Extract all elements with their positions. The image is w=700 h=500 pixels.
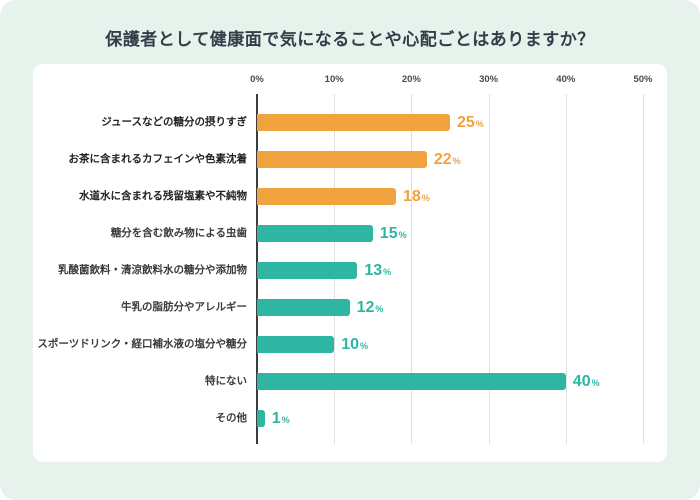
chart-title: 保護者として健康面で気になることや心配ごとはありますか？ — [105, 30, 595, 49]
bar — [257, 151, 427, 168]
value-number: 1 — [271, 409, 281, 427]
chart-row: 40% — [257, 363, 643, 400]
gridline — [565, 94, 567, 444]
value-unit: % — [421, 192, 430, 203]
x-tick: 30% — [479, 74, 499, 85]
value-number: 10 — [341, 335, 359, 353]
x-axis-ticks: 0% 10% 20% 30% 40% 50% — [250, 64, 652, 94]
chart-row: 12% — [257, 289, 643, 326]
x-axis: 0% 10% 20% 30% 40% 50% — [33, 64, 652, 94]
value-number: 25 — [457, 113, 475, 131]
value-label: 13% — [364, 262, 391, 280]
value-number: 13 — [364, 261, 383, 279]
bar — [257, 188, 396, 205]
value-label: 1% — [272, 410, 290, 428]
x-tick: 20% — [401, 74, 421, 85]
value-unit: % — [398, 229, 407, 240]
chart-row: 13% — [257, 252, 643, 289]
category-label: その他 — [215, 412, 248, 425]
bars-container: 25% 22% 18% 15% 13% 12% 10% 40% 1% — [257, 94, 643, 444]
gridline — [488, 94, 490, 444]
value-label: 18% — [403, 188, 430, 206]
value-unit: % — [475, 118, 484, 129]
value-label: 22% — [434, 151, 461, 169]
value-unit: % — [452, 155, 461, 166]
x-tick: 0% — [250, 74, 264, 85]
category-labels: ジュースなどの糖分の摂りすぎお茶に含まれるカフェインや色素沈着水道水に含まれる残… — [33, 94, 257, 444]
plot-area: 25% 22% 18% 15% 13% 12% 10% 40% 1% — [256, 94, 644, 444]
chart-body: ジュースなどの糖分の摂りすぎお茶に含まれるカフェインや色素沈着水道水に含まれる残… — [33, 94, 644, 444]
value-number: 15 — [379, 224, 398, 242]
category-label: お茶に含まれるカフェインや色素沈着 — [68, 153, 248, 166]
value-number: 18 — [402, 187, 421, 205]
chart-row: 1% — [257, 400, 643, 437]
value-unit: % — [359, 340, 368, 351]
bar — [257, 114, 450, 131]
value-label: 10% — [341, 336, 368, 354]
bar — [257, 336, 335, 353]
chart-row: 25% — [257, 104, 643, 141]
value-unit: % — [281, 414, 290, 425]
x-tick: 10% — [324, 74, 344, 85]
category-label: 乳酸菌飲料・清涼飲料水の糖分や添加物 — [58, 264, 247, 277]
chart-row: 18% — [257, 178, 643, 215]
bar — [257, 410, 265, 427]
bar — [257, 262, 358, 279]
axis-spacer — [33, 64, 257, 94]
bar — [257, 299, 350, 316]
chart-row: 22% — [257, 141, 643, 178]
category-label: 水道水に含まれる残留塩素や不純物 — [79, 190, 247, 203]
value-unit: % — [591, 377, 600, 388]
value-unit: % — [383, 266, 392, 277]
category-label: 牛乳の脂肪分やアレルギー — [121, 301, 247, 314]
bar — [257, 225, 373, 242]
value-label: 15% — [380, 225, 407, 243]
chart-card: 0% 10% 20% 30% 40% 50% ジュースなどの糖分の摂りすぎお茶に含まれるカ… — [33, 64, 667, 462]
x-tick: 50% — [633, 74, 653, 85]
gridline — [643, 94, 644, 444]
value-label: 12% — [357, 299, 384, 317]
value-label: 40% — [573, 373, 600, 391]
value-unit: % — [375, 303, 384, 314]
category-label: 特にない — [205, 375, 247, 388]
category-label: 糖分を含む飲み物による虫歯 — [110, 227, 247, 240]
chart-row: 15% — [257, 215, 643, 252]
bar — [257, 373, 566, 390]
category-label: ジュースなどの糖分の摂りすぎ — [101, 116, 247, 129]
value-number: 40 — [572, 372, 591, 390]
value-label: 25% — [457, 114, 484, 132]
value-number: 12 — [356, 298, 375, 316]
value-number: 22 — [433, 150, 452, 168]
gridline — [411, 94, 413, 444]
category-label: スポーツドリンク・経口補水液の塩分や糖分 — [37, 338, 247, 351]
chart-row: 10% — [257, 326, 643, 363]
x-tick: 40% — [556, 74, 576, 85]
